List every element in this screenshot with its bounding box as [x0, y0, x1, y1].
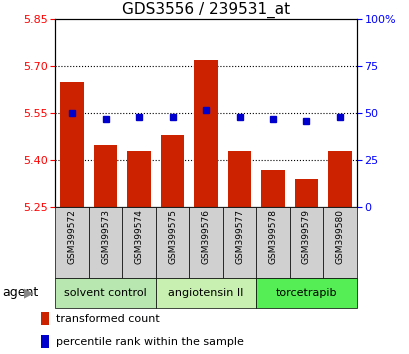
Bar	[55, 278, 155, 308]
Bar	[55, 207, 89, 278]
Bar	[127, 151, 151, 207]
Bar	[41, 312, 49, 325]
Title: GDS3556 / 239531_at: GDS3556 / 239531_at	[121, 2, 290, 18]
Text: GSM399574: GSM399574	[134, 209, 143, 264]
Bar	[227, 151, 251, 207]
Text: GSM399573: GSM399573	[101, 209, 110, 264]
Bar	[322, 207, 356, 278]
Bar	[160, 135, 184, 207]
Bar	[155, 278, 256, 308]
Text: percentile rank within the sample: percentile rank within the sample	[56, 337, 243, 347]
Text: GSM399579: GSM399579	[301, 209, 310, 264]
Text: ▶: ▶	[24, 286, 34, 299]
Text: GSM399578: GSM399578	[268, 209, 277, 264]
Bar	[89, 207, 122, 278]
Bar	[256, 207, 289, 278]
Bar	[41, 335, 49, 348]
Text: GSM399577: GSM399577	[234, 209, 243, 264]
Text: torcetrapib: torcetrapib	[275, 288, 336, 298]
Text: GSM399576: GSM399576	[201, 209, 210, 264]
Bar	[256, 278, 356, 308]
Bar	[328, 151, 351, 207]
Bar	[155, 207, 189, 278]
Text: angiotensin II: angiotensin II	[168, 288, 243, 298]
Text: GSM399580: GSM399580	[335, 209, 344, 264]
Text: transformed count: transformed count	[56, 314, 159, 324]
Bar	[222, 207, 256, 278]
Bar	[94, 144, 117, 207]
Bar	[194, 60, 217, 207]
Bar	[294, 179, 317, 207]
Text: solvent control: solvent control	[64, 288, 146, 298]
Text: agent: agent	[2, 286, 38, 299]
Bar	[261, 170, 284, 207]
Bar	[122, 207, 155, 278]
Bar	[60, 82, 83, 207]
Bar	[189, 207, 222, 278]
Text: GSM399575: GSM399575	[168, 209, 177, 264]
Text: GSM399572: GSM399572	[67, 209, 76, 264]
Bar	[289, 207, 322, 278]
